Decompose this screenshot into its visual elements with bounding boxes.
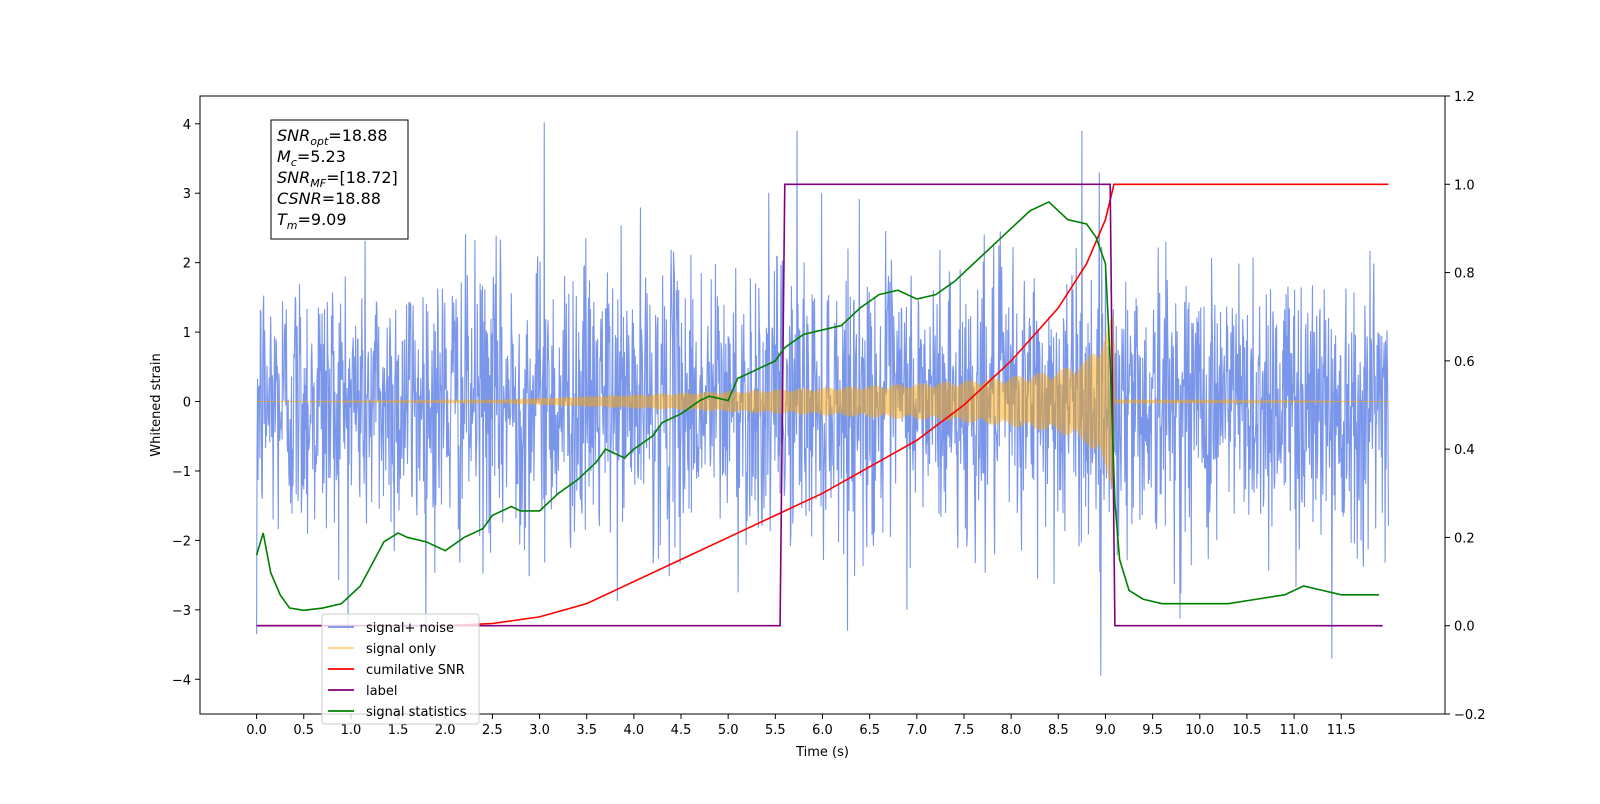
y-tick-label: −1 (172, 465, 191, 480)
x-tick-label: 6.0 (812, 723, 833, 738)
x-tick-label: 10.5 (1232, 723, 1261, 738)
x-tick-label: 9.5 (1142, 723, 1163, 738)
x-tick-label: 3.0 (529, 723, 550, 738)
x-axis-label: Time (s) (795, 745, 849, 760)
y2-tick-label: −0.2 (1454, 708, 1486, 723)
x-tick-label: 6.5 (859, 723, 880, 738)
series-line-signal-only (256, 314, 1389, 490)
series-line-label (256, 183, 1383, 627)
annotation-line: CSNR=18.88 (277, 189, 381, 208)
x-tick-label: 0.0 (246, 723, 267, 738)
x-tick-label: 11.0 (1280, 723, 1309, 738)
series-line-signal-statistics (255, 200, 1379, 612)
legend-label: label (366, 684, 397, 699)
legend-label: signal statistics (366, 705, 467, 720)
y-axis-label: Whitened strain (149, 353, 164, 456)
y-tick-label: 4 (183, 118, 191, 133)
y-tick-label: 0 (183, 396, 191, 411)
x-tick-label: 10.0 (1185, 723, 1214, 738)
x-tick-label: 9.0 (1095, 723, 1116, 738)
annotation-line: SNRopt=18.88 (277, 126, 388, 148)
y-tick-label: 2 (183, 257, 191, 272)
annotation-line: Tm=9.09 (277, 210, 347, 232)
legend-label: cumilative SNR (366, 663, 465, 678)
x-tick-label: 1.0 (341, 723, 362, 738)
plot-area (255, 122, 1389, 676)
y-axis-right: −0.2 0.0 0.2 0.4 0.6 0.8 1.0 1.2 (1445, 90, 1486, 723)
y-tick-label: −4 (172, 673, 191, 688)
y-axis-left: −4 −3 −2 −1 0 1 2 3 4 (172, 118, 200, 688)
stats-annotation-box: SNRopt=18.88Mc=5.23SNRMF=[18.72]CSNR=18.… (270, 119, 409, 240)
x-tick-label: 7.0 (906, 723, 927, 738)
x-tick-label: 2.0 (435, 723, 456, 738)
legend-label: signal+ noise (366, 621, 454, 636)
x-tick-label: 8.0 (1001, 723, 1022, 738)
x-tick-label: 3.5 (576, 723, 597, 738)
x-tick-label: 5.0 (718, 723, 739, 738)
annotation-box-frame (270, 119, 409, 240)
x-tick-label: 5.5 (765, 723, 786, 738)
annotation-line: Mc=5.23 (277, 147, 346, 169)
y2-tick-label: 0.2 (1454, 531, 1475, 546)
x-tick-label: 4.0 (624, 723, 645, 738)
x-tick-label: 4.5 (671, 723, 692, 738)
x-tick-label: 11.5 (1327, 723, 1356, 738)
y2-tick-label: 0.6 (1454, 355, 1475, 370)
y2-tick-label: 0.4 (1454, 443, 1475, 458)
x-tick-label: 2.5 (482, 723, 503, 738)
y-tick-label: 3 (183, 187, 191, 202)
legend-frame (321, 613, 480, 725)
series-line-cumulative-snr (256, 183, 1389, 627)
legend-label: signal only (366, 642, 436, 657)
series-line-signal-noise (256, 122, 1389, 676)
y-tick-label: −3 (172, 604, 191, 619)
x-tick-label: 0.5 (293, 723, 314, 738)
x-tick-label: 8.5 (1048, 723, 1069, 738)
y2-tick-label: 1.2 (1454, 90, 1475, 105)
legend: signal+ noise signal only cumilative SNR la… (321, 613, 480, 725)
x-axis: 0.0 0.5 1.0 1.5 2.0 2.5 3.0 3.5 4.0 4.5 5.0 5.5 6.0 6… (246, 714, 1356, 738)
x-tick-label: 1.5 (388, 723, 409, 738)
y-tick-label: −2 (172, 534, 191, 549)
y2-tick-label: 1.0 (1454, 178, 1475, 193)
annotation-line: SNRMF=[18.72] (277, 168, 398, 190)
y-tick-label: 1 (183, 326, 191, 341)
x-tick-label: 7.5 (954, 723, 975, 738)
y2-tick-label: 0.8 (1454, 267, 1475, 282)
y2-tick-label: 0.0 (1454, 620, 1475, 635)
